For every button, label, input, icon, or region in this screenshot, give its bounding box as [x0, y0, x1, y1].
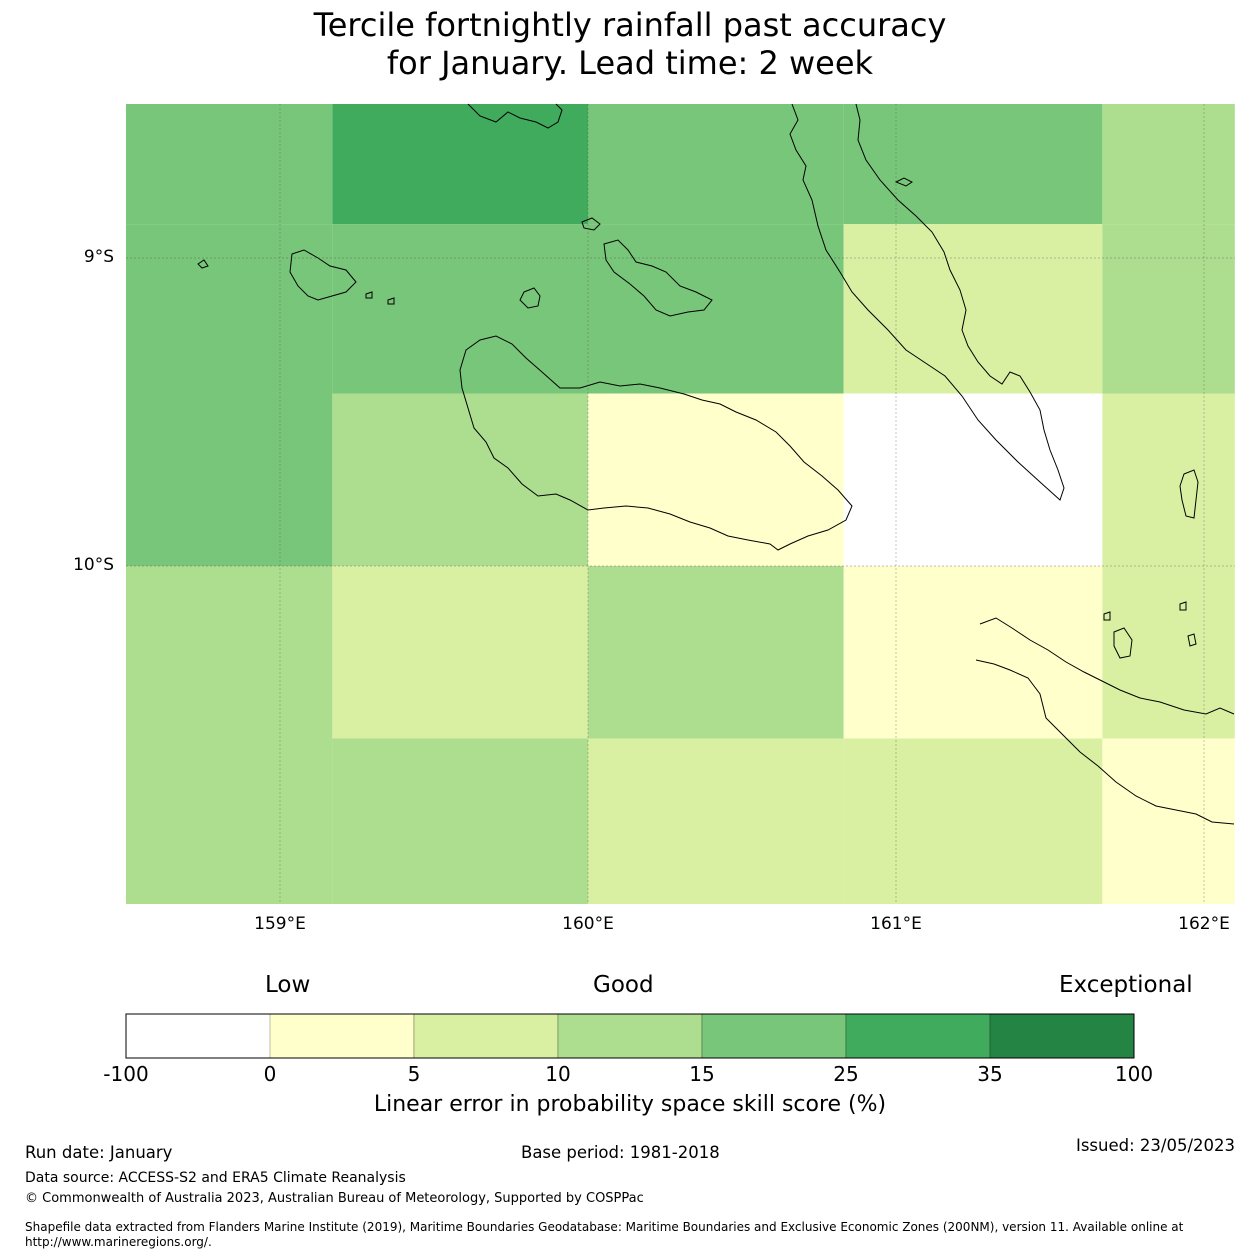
- colorbar-category-good: Good: [593, 972, 654, 998]
- heatmap-cell: [126, 104, 333, 225]
- heatmap-cell: [843, 566, 1103, 739]
- heatmap-cell: [332, 738, 588, 904]
- coastline-guadalcanal: [459, 335, 853, 551]
- heatmap-cell: [588, 224, 844, 394]
- coastline-small-e1: [1103, 611, 1111, 621]
- heatmap-cell: [588, 104, 844, 225]
- heatmap-cell: [843, 393, 1103, 566]
- heatmap-cell: [588, 393, 844, 566]
- colorbar-category-low: Low: [265, 972, 311, 998]
- coastline-small-w: [387, 297, 395, 305]
- colorbar-tick: 35: [977, 1062, 1003, 1086]
- colorbar: [125, 1013, 1135, 1059]
- data-source: Data source: ACCESS-S2 and ERA5 Climate …: [25, 1170, 406, 1186]
- lon-label-161e: 161°E: [870, 914, 922, 934]
- heatmap-cell: [332, 393, 588, 566]
- colorbar-category-exceptional: Exceptional: [1059, 972, 1193, 998]
- colorbar-segment: [126, 1014, 270, 1058]
- colorbar-outline: [125, 1013, 1135, 1059]
- coastline-north-east-islet: [894, 177, 913, 187]
- lon-label-160e: 160°E: [562, 914, 614, 934]
- heatmap-cell: [843, 738, 1103, 904]
- heatmap-cell: [126, 393, 333, 566]
- base-period: Base period: 1981-2018: [521, 1143, 720, 1162]
- colorbar-tick: 5: [407, 1062, 421, 1086]
- colorbar-tick: -100: [103, 1062, 149, 1086]
- colorbar-segment: [557, 1013, 703, 1059]
- heatmap-cell: [1102, 393, 1235, 566]
- heatmap-cell: [843, 104, 1103, 225]
- heatmap-cell: [332, 566, 588, 739]
- coastline-small-w2: [365, 291, 373, 299]
- colorbar-segment: [845, 1013, 991, 1059]
- coastline-santa-isabel: [789, 103, 1065, 501]
- coastline-west-islet: [197, 259, 209, 269]
- copyright: © Commonwealth of Australia 2023, Austra…: [25, 1191, 644, 1206]
- latitude-labels: 9°S 10°S: [73, 247, 114, 575]
- lon-label-162e: 162°E: [1178, 914, 1230, 934]
- coastlines: [197, 103, 1235, 825]
- colorbar-segment: [701, 1013, 847, 1059]
- colorbar-tick: 100: [1114, 1062, 1154, 1086]
- heatmap-cell: [588, 738, 844, 904]
- gridlines: [126, 104, 1235, 904]
- colorbar-tick: 0: [263, 1062, 277, 1086]
- heatmap-cell: [588, 566, 844, 739]
- heatmap-cell: [1102, 104, 1235, 225]
- heatmap-cell: [126, 224, 333, 394]
- issued-date: Issued: 23/05/2023: [1075, 1136, 1235, 1155]
- coastline-makira-south: [975, 659, 1235, 825]
- coastline-east-small: [1179, 469, 1199, 519]
- colorbar-segment: [413, 1013, 559, 1059]
- title-line-2: for January. Lead time: 2 week: [386, 44, 874, 82]
- heatmap-cell: [1102, 566, 1235, 739]
- run-date: Run date: January: [25, 1143, 173, 1162]
- coastline-savo-island: [519, 287, 541, 309]
- colorbar-axis-label: Linear error in probability space skill …: [373, 1092, 887, 1117]
- coastline-makira: [979, 617, 1235, 715]
- heatmap-cell: [1102, 738, 1235, 904]
- lon-label-159e: 159°E: [254, 914, 306, 934]
- colorbar-tick: 15: [689, 1062, 715, 1086]
- coastline-small-e3: [1187, 633, 1197, 647]
- longitude-labels: 159°E 160°E 161°E 162°E: [254, 914, 1230, 934]
- lat-label-9s: 9°S: [84, 247, 114, 267]
- heatmap-cell: [332, 104, 588, 225]
- shapefile-credit: Shapefile data extracted from Flanders M…: [25, 1220, 1184, 1249]
- coastline-small-e2: [1179, 601, 1187, 611]
- heatmap-cell: [126, 566, 333, 739]
- heatmap-cell: [126, 738, 333, 904]
- heatmap-cell: [1102, 224, 1235, 394]
- coastline-north-islets: [467, 103, 563, 129]
- colorbar-tick: 25: [833, 1062, 859, 1086]
- heatmap-cell: [843, 224, 1103, 394]
- colorbar-tick: 10: [545, 1062, 571, 1086]
- colorbar-segment: [989, 1013, 1135, 1059]
- colorbar-segment: [269, 1013, 415, 1059]
- coastline-ulawa: [1113, 627, 1133, 659]
- coastline-nggela-islands: [603, 239, 713, 317]
- heatmap-cells: [126, 104, 1235, 904]
- heatmap-cell: [332, 224, 588, 394]
- title-line-1: Tercile fortnightly rainfall past accura…: [313, 6, 947, 44]
- lat-label-10s: 10°S: [73, 555, 114, 575]
- coastline-nggela-north: [581, 217, 601, 231]
